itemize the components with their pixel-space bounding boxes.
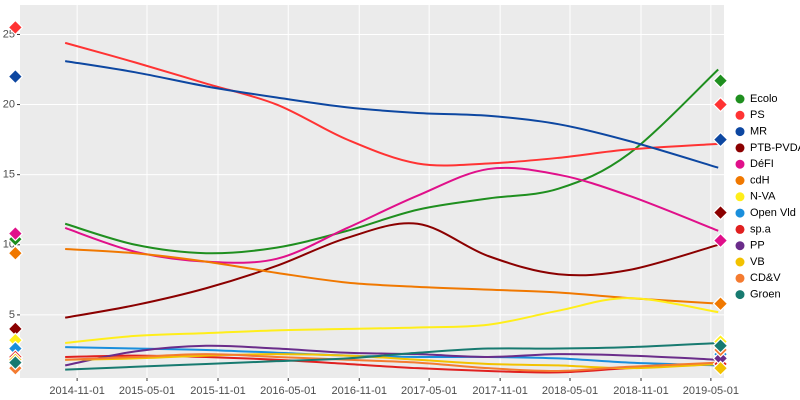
election-marker bbox=[7, 354, 24, 371]
legend-label: Open Vld bbox=[750, 207, 796, 219]
x-tick-label: 2016-05-01 bbox=[260, 385, 316, 397]
trend-line bbox=[64, 41, 719, 167]
legend-label: cdH bbox=[750, 174, 770, 186]
y-tick-label: 15 bbox=[3, 169, 15, 181]
trend-line bbox=[64, 166, 719, 264]
legend-swatch bbox=[735, 224, 745, 234]
trend-line bbox=[65, 297, 719, 344]
legend-label: Groen bbox=[750, 289, 781, 301]
trend-line bbox=[65, 60, 719, 169]
legend-label: CD&V bbox=[750, 272, 781, 284]
plot-panel bbox=[20, 5, 724, 378]
election-marker bbox=[712, 131, 729, 148]
legend-swatch bbox=[735, 192, 745, 202]
election-marker bbox=[7, 225, 24, 242]
election-marker bbox=[712, 72, 729, 89]
trend-line bbox=[65, 341, 719, 371]
legend-label: PS bbox=[750, 109, 765, 121]
trend-line bbox=[64, 344, 719, 367]
legend-swatch bbox=[735, 290, 745, 300]
x-tick-label: 2016-11-01 bbox=[332, 385, 387, 397]
y-tick-label: 5 bbox=[9, 309, 15, 321]
legend-swatch bbox=[735, 94, 745, 104]
election-marker bbox=[712, 96, 729, 113]
legend-swatch bbox=[735, 127, 745, 137]
trend-line bbox=[65, 353, 719, 373]
legend-label: MR bbox=[750, 126, 767, 138]
legend-swatch bbox=[735, 143, 745, 153]
x-tick-label: 2017-11-01 bbox=[472, 385, 527, 397]
x-tick-label: 2018-05-01 bbox=[542, 385, 598, 397]
legend-label: PTB-PVDA bbox=[750, 142, 800, 154]
election-marker bbox=[712, 337, 729, 354]
trend-line bbox=[65, 346, 719, 367]
trend-line bbox=[65, 247, 719, 305]
legend-swatch bbox=[735, 273, 745, 283]
election-marker bbox=[712, 295, 729, 312]
legend-swatch bbox=[735, 257, 745, 267]
x-tick-label: 2015-05-01 bbox=[119, 385, 175, 397]
x-tick-label: 2015-11-01 bbox=[190, 385, 245, 397]
legend-swatch bbox=[735, 110, 745, 120]
legend-swatch bbox=[735, 159, 745, 169]
x-tick-label: 2017-05-01 bbox=[401, 385, 457, 397]
election-marker bbox=[7, 245, 24, 262]
election-marker bbox=[7, 68, 24, 85]
legend-swatch bbox=[735, 241, 745, 251]
election-marker bbox=[7, 19, 24, 36]
trend-line bbox=[64, 68, 719, 255]
x-tick-label: 2014-11-01 bbox=[49, 385, 104, 397]
legend-label: VB bbox=[750, 256, 765, 268]
legend-swatch bbox=[735, 176, 745, 185]
legend-label: N-VA bbox=[750, 191, 776, 203]
legend-label: Ecolo bbox=[750, 93, 778, 105]
x-tick-label: 2019-05-01 bbox=[683, 385, 739, 397]
trend-line bbox=[65, 353, 719, 370]
legend-swatch bbox=[735, 208, 745, 218]
election-marker bbox=[712, 204, 729, 221]
trend-line bbox=[64, 222, 719, 319]
election-marker bbox=[712, 360, 729, 377]
legend-label: PP bbox=[750, 240, 765, 252]
x-tick-label: 2018-11-01 bbox=[613, 385, 668, 397]
y-tick-label: 20 bbox=[3, 98, 15, 110]
election-marker bbox=[712, 232, 729, 249]
legend-label: sp.a bbox=[750, 223, 772, 235]
legend-label: DéFI bbox=[750, 158, 774, 170]
